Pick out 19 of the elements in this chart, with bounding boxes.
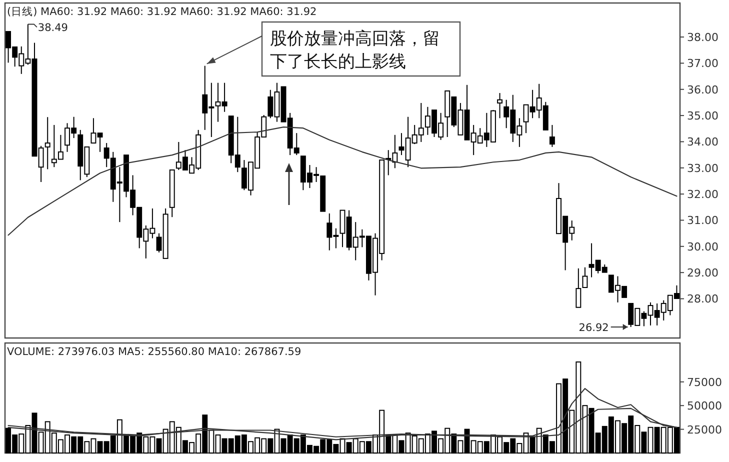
y-tick-label: 31.00 bbox=[687, 214, 718, 228]
y-tick-label: 34.00 bbox=[687, 136, 718, 149]
y-tick-label: 36.00 bbox=[687, 83, 718, 96]
y-tick-label: 32.00 bbox=[687, 188, 718, 202]
y-tick-label: 25000 bbox=[687, 423, 722, 436]
y-tick-label: 29.00 bbox=[687, 266, 718, 280]
annotation: 38.49 bbox=[38, 22, 68, 34]
chart-title: (日线) MA60: 31.92 MA60: 31.92 MA60: 31.92 MA60: 31.92 bbox=[7, 5, 317, 18]
y-tick-label: 75000 bbox=[687, 376, 722, 389]
chart-title: VOLUME: 273976.03 MA5: 255560.80 MA10: 267867.59 bbox=[7, 346, 302, 358]
y-tick-label: 30.00 bbox=[687, 240, 718, 254]
y-tick-label: 50000 bbox=[687, 400, 722, 413]
y-tick-label: 38.00 bbox=[687, 31, 718, 44]
annotation: 26.92 bbox=[578, 322, 609, 334]
y-tick-label: 33.00 bbox=[687, 162, 718, 175]
annotation: 股价放量冲高回落，留下了长长的上影线 bbox=[270, 29, 440, 72]
y-tick-label: 37.00 bbox=[687, 57, 718, 70]
y-tick-label: 35.00 bbox=[687, 110, 718, 123]
y-tick-label: 28.00 bbox=[687, 292, 718, 306]
